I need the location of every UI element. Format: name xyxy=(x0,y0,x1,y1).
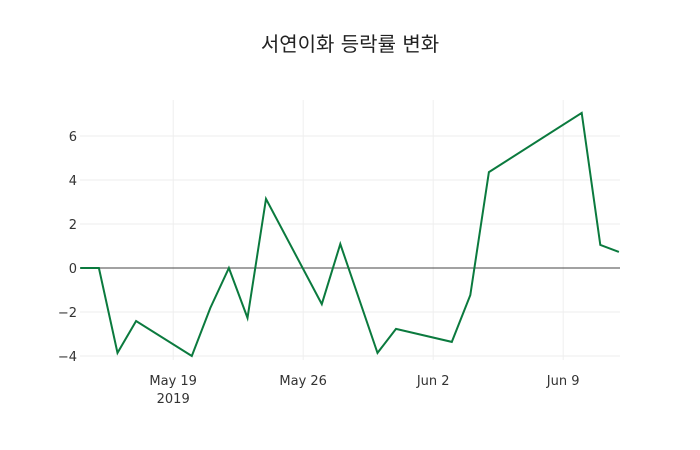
y-tick-label: 4 xyxy=(69,174,77,189)
y-axis: −4 −2 0 2 4 6 xyxy=(58,130,77,365)
x-axis: May 19 2019 May 26 Jun 2 Jun 9 xyxy=(149,374,579,407)
x-tick-label: Jun 2 xyxy=(416,374,450,389)
gridlines xyxy=(80,100,620,360)
x-tick-label: May 19 xyxy=(149,374,197,389)
y-tick-label: 2 xyxy=(69,218,77,233)
x-tick-sublabel: 2019 xyxy=(157,392,190,407)
y-tick-label: 0 xyxy=(69,262,77,277)
chart-title: 서연이화 등락률 변화 xyxy=(260,32,440,56)
x-tick-label: May 26 xyxy=(279,374,327,389)
y-tick-label: −2 xyxy=(58,306,77,321)
y-tick-label: −4 xyxy=(58,350,77,365)
x-tick-label: Jun 9 xyxy=(546,374,580,389)
y-tick-label: 6 xyxy=(69,130,77,145)
series-line xyxy=(80,111,620,358)
